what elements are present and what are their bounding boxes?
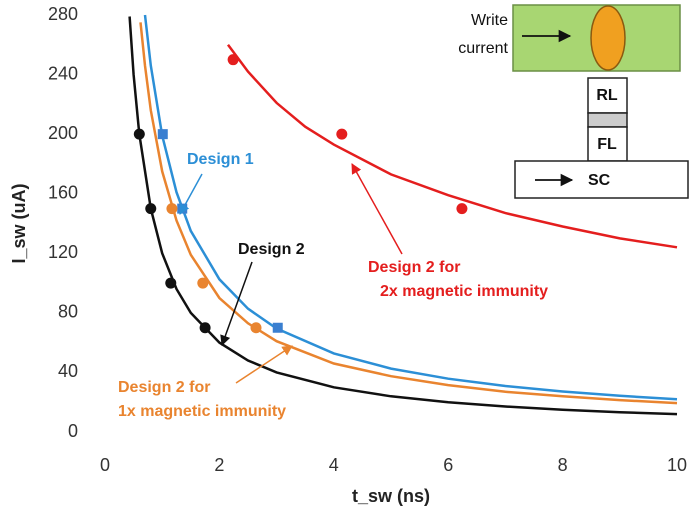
inset-diagram: Write current RL FL SC xyxy=(458,4,689,199)
barrier-layer xyxy=(587,112,628,128)
y-tick-label: 200 xyxy=(48,123,78,143)
fit-curve xyxy=(143,14,678,401)
x-tick-label: 0 xyxy=(100,455,110,475)
data-point xyxy=(227,54,239,66)
data-point xyxy=(165,277,177,289)
y-tick-label: 240 xyxy=(48,63,78,83)
data-point xyxy=(250,322,262,334)
x-axis-label: t_sw (ns) xyxy=(352,486,430,506)
data-point xyxy=(272,322,283,333)
data-point xyxy=(336,128,348,140)
annotation: Design 1 xyxy=(187,151,254,168)
y-tick-label: 120 xyxy=(48,242,78,262)
data-point xyxy=(199,322,211,334)
fit-curve xyxy=(139,22,678,405)
annotation: Design 2 for xyxy=(368,259,460,276)
data-point xyxy=(145,203,157,215)
data-point xyxy=(166,203,178,215)
fit-curve xyxy=(128,16,678,416)
plot-area: 0 40 80 120 160 200 240 280 0 2 4 6 8 10 t_sw (ns) I_sw… xyxy=(9,4,687,506)
annotation: 1x magnetic immunity xyxy=(118,403,286,420)
x-tick-label: 2 xyxy=(214,455,224,475)
inset-label: current xyxy=(458,40,508,57)
mtj-ellipse xyxy=(590,5,626,71)
y-tick-label: 160 xyxy=(48,182,78,202)
inset-label: FL xyxy=(597,136,617,153)
x-tick-label: 4 xyxy=(329,455,339,475)
data-point xyxy=(456,203,468,215)
y-axis-label: I_sw (uA) xyxy=(9,183,29,263)
annotation-arrow xyxy=(351,163,403,255)
annotation: Design 2 for xyxy=(118,379,210,396)
annotation-arrow xyxy=(179,173,203,215)
x-tick-label: 10 xyxy=(667,455,687,475)
data-point xyxy=(157,129,168,140)
x-tick-label: 8 xyxy=(558,455,568,475)
inset-label: SC xyxy=(588,172,611,189)
y-tick-label: 80 xyxy=(58,302,78,322)
y-tick-label: 280 xyxy=(48,4,78,24)
fl-layer xyxy=(587,126,628,162)
annotation: 2x magnetic immunity xyxy=(380,283,548,300)
data-point xyxy=(197,277,209,289)
inset-label: Write xyxy=(471,12,508,29)
annotation-arrow xyxy=(235,345,293,384)
annotation: Design 2 xyxy=(238,241,305,258)
y-tick-label: 40 xyxy=(58,361,78,381)
x-tick-label: 6 xyxy=(443,455,453,475)
annotation-arrow xyxy=(220,261,253,346)
annotations: Design 1 Design 2 Design 2 for 1x magnetic … xyxy=(118,151,548,420)
fit-curve xyxy=(226,44,678,249)
inset-label: RL xyxy=(596,87,618,104)
y-tick-label: 0 xyxy=(68,421,78,441)
data-point xyxy=(133,128,145,140)
